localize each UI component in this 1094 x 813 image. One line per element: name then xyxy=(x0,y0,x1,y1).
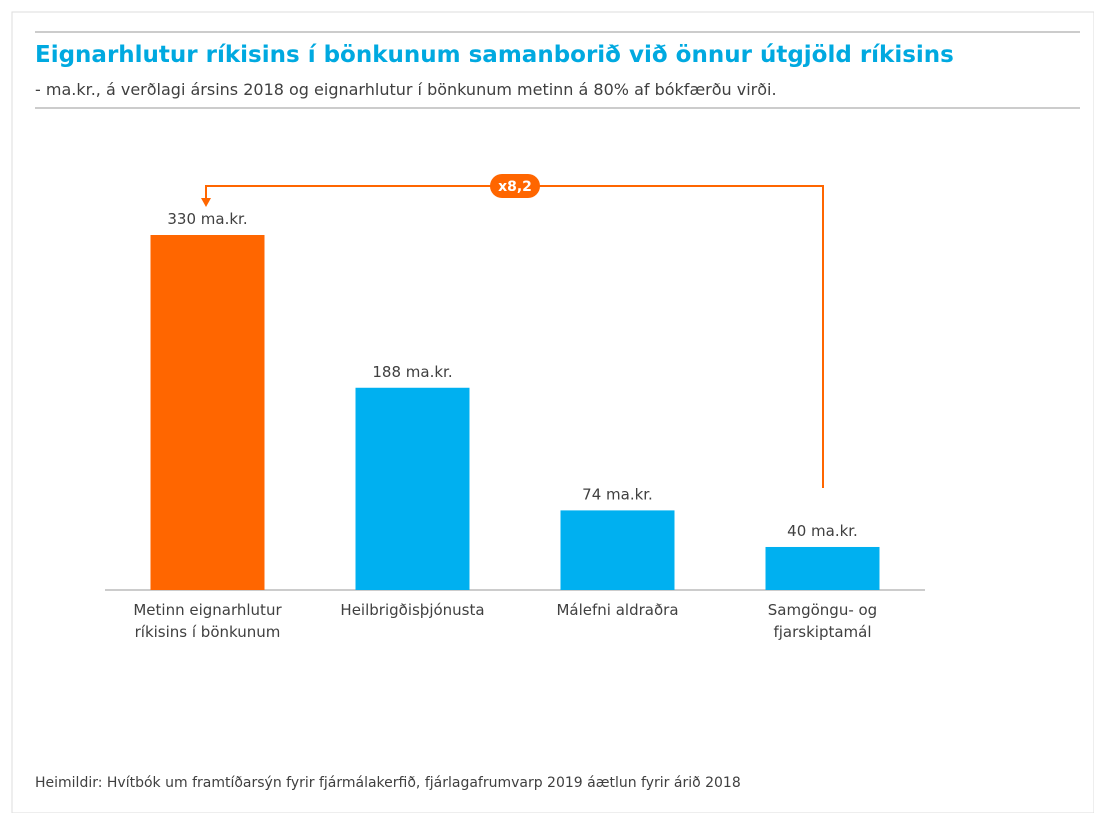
chart-title: Eignarhlutur ríkisins í bönkunum samanbo… xyxy=(35,42,954,68)
value-label: 330 ma.kr. xyxy=(167,210,247,228)
annotation: x8,2 xyxy=(498,179,532,195)
chart-subtitle: - ma.kr., á verðlagi ársins 2018 og eign… xyxy=(35,80,777,99)
source: Heimildir: Hvítbók um framtíðarsýn fyrir… xyxy=(35,775,741,791)
value-label: 74 ma.kr. xyxy=(582,485,653,503)
value-label: 40 ma.kr. xyxy=(787,522,858,540)
arrow xyxy=(205,185,824,488)
badge xyxy=(490,174,540,198)
value-label: 188 ma.kr. xyxy=(372,363,452,381)
bar xyxy=(765,546,880,590)
x-tick-label: Metinn eignarhlutur ríkisins í bönkunum xyxy=(133,601,282,641)
bar xyxy=(560,510,675,590)
x-tick-label: Málefni aldraðra xyxy=(556,601,679,619)
frame xyxy=(11,11,1094,813)
bar xyxy=(150,235,265,590)
x-tick-label: Samgöngu- og fjarskiptamál xyxy=(767,601,878,641)
bar xyxy=(355,387,470,590)
x-tick-label: Heilbrigðisþjónusta xyxy=(340,601,485,619)
arrow-head xyxy=(201,198,211,207)
